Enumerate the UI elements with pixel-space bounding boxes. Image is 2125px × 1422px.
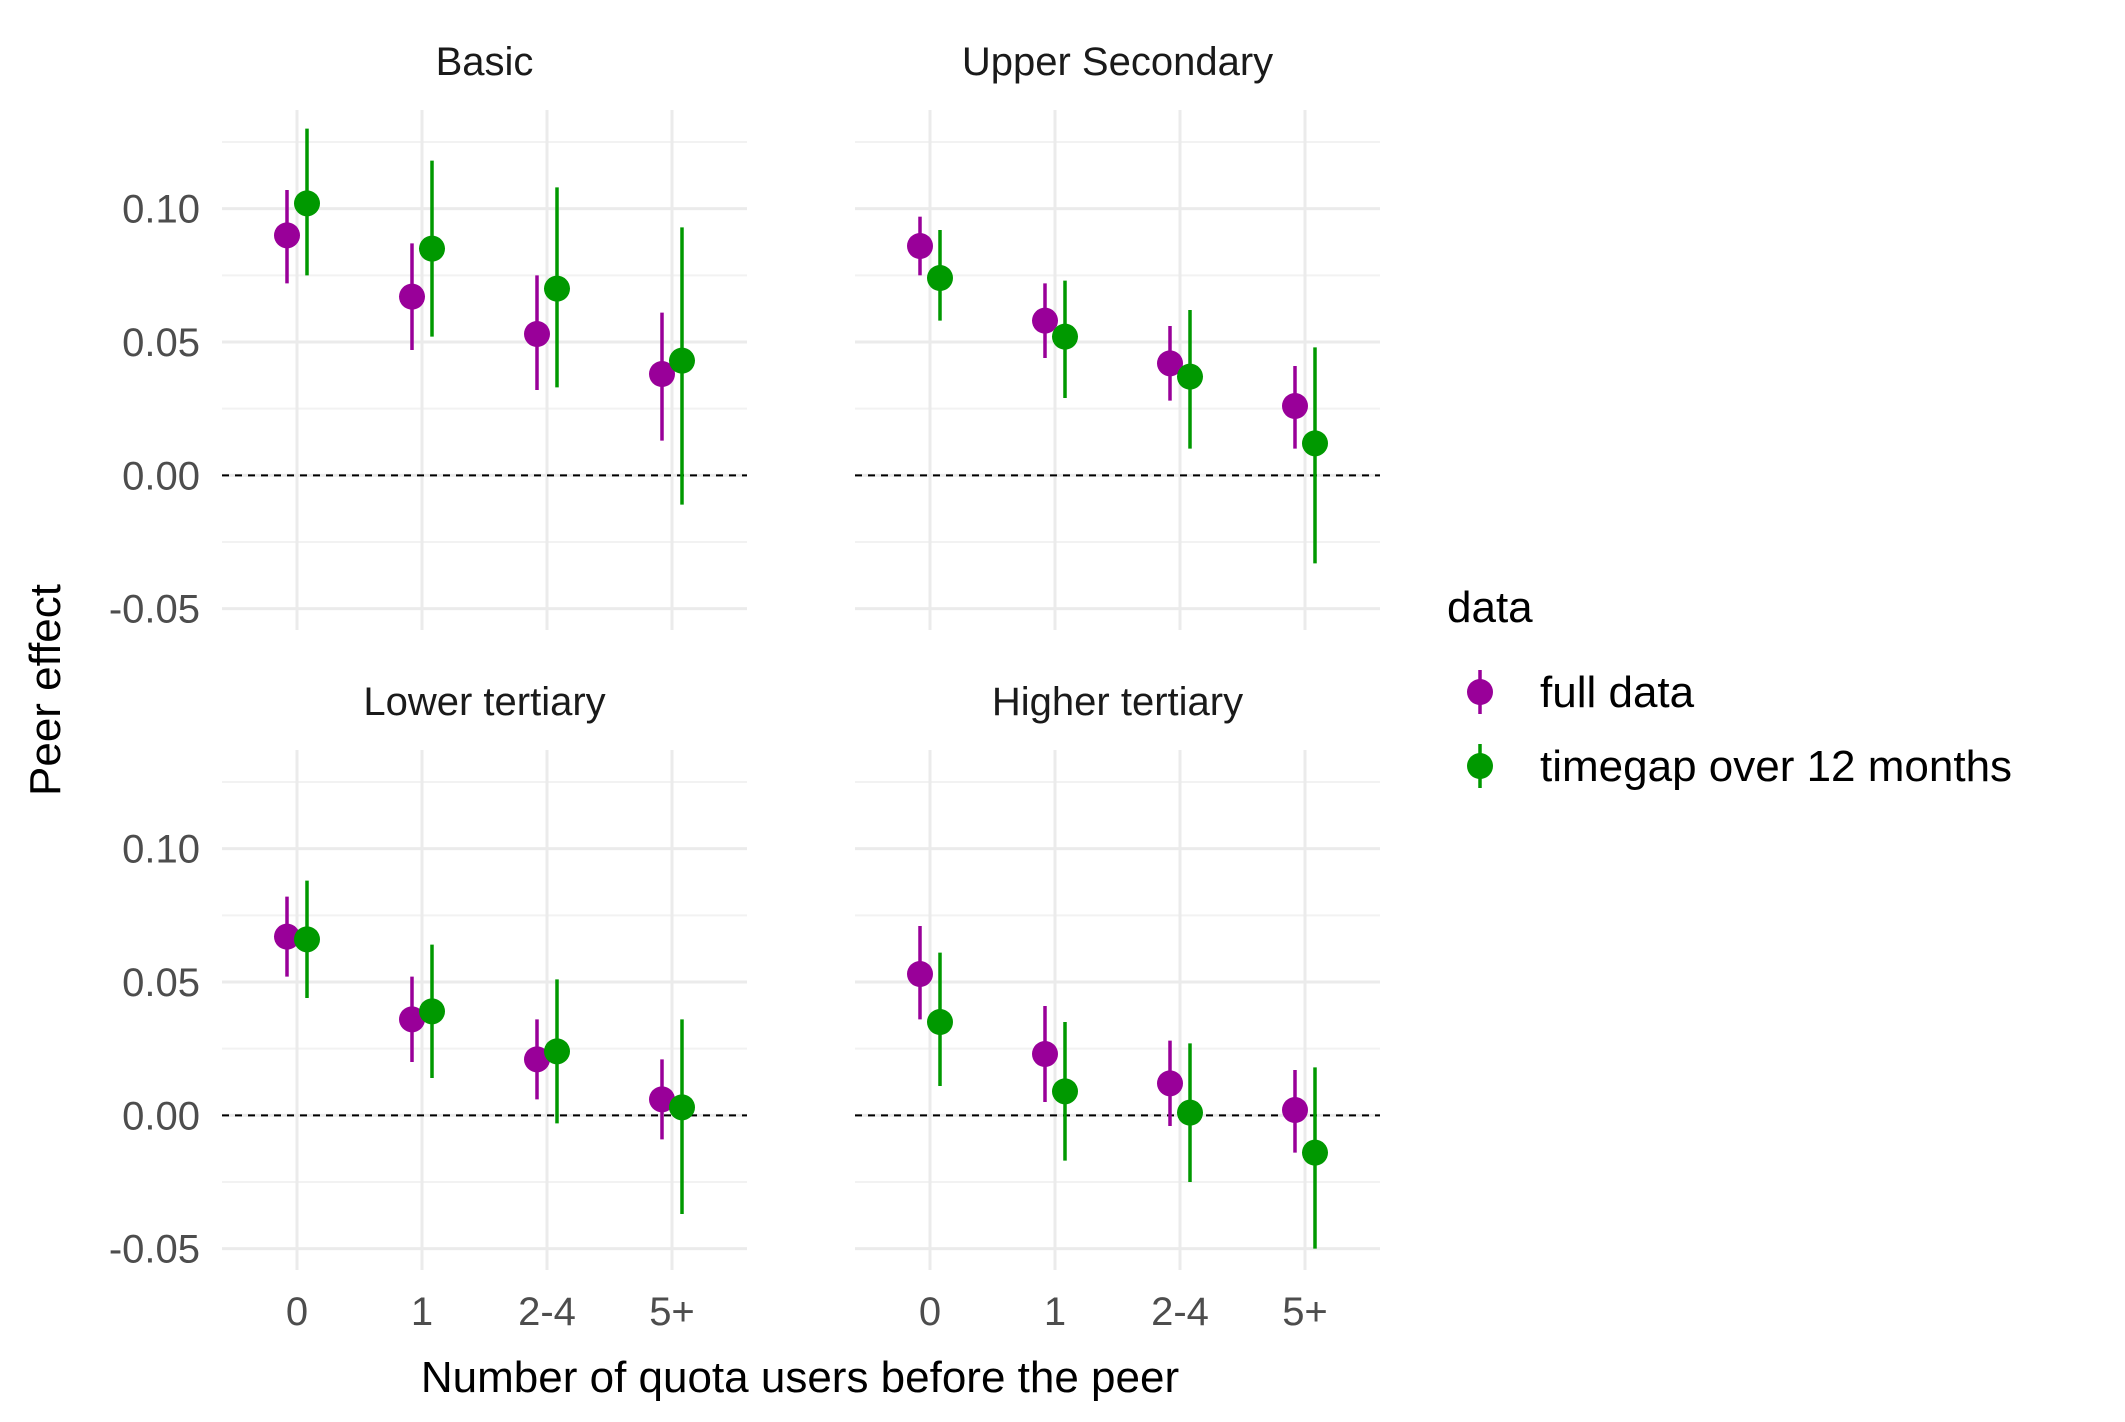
x-axis-title: Number of quota users before the peer — [421, 1353, 1179, 1402]
data-point — [274, 923, 300, 950]
data-point — [1177, 1099, 1203, 1126]
data-point — [1157, 350, 1183, 377]
x-tick-label: 5+ — [649, 1290, 695, 1334]
data-point — [419, 998, 445, 1025]
data-point — [1282, 393, 1308, 419]
data-point — [1177, 363, 1203, 390]
x-tick-label: 1 — [1044, 1290, 1066, 1334]
x-tick-label: 1 — [411, 1290, 433, 1334]
y-tick-label: -0.05 — [109, 1228, 200, 1272]
data-point — [649, 361, 675, 387]
data-point — [907, 233, 933, 259]
facet-title: Basic — [436, 40, 534, 84]
data-point — [399, 1006, 425, 1033]
data-point — [927, 265, 953, 291]
x-tick-label: 0 — [919, 1290, 941, 1334]
facet-panel: Upper Secondary — [855, 40, 1380, 630]
data-point — [1052, 1078, 1078, 1105]
x-tick-label: 5+ — [1282, 1290, 1328, 1334]
legend-key-point — [1467, 753, 1493, 779]
data-point — [524, 1046, 550, 1073]
data-point — [1032, 1041, 1058, 1067]
y-axis-title: Peer effect — [21, 584, 70, 796]
legend-label: timegap over 12 months — [1540, 742, 2012, 791]
data-point — [399, 283, 425, 310]
legend-key-point — [1467, 679, 1493, 705]
data-point — [1052, 323, 1078, 350]
data-point — [1032, 307, 1058, 334]
facet-title: Lower tertiary — [363, 680, 605, 724]
x-tick-label: 2-4 — [518, 1290, 576, 1334]
data-point — [1282, 1097, 1308, 1123]
data-point — [1302, 430, 1328, 457]
data-point — [1302, 1139, 1328, 1166]
x-tick-label: 2-4 — [1151, 1290, 1209, 1334]
data-point — [649, 1086, 675, 1113]
facet-title: Upper Secondary — [962, 40, 1273, 84]
facet-title: Higher tertiary — [992, 680, 1243, 724]
data-point — [294, 926, 320, 953]
data-point — [544, 1038, 570, 1065]
data-point — [524, 321, 550, 347]
x-tick-label: 0 — [286, 1290, 308, 1334]
facet-panel: Basic -0.05 0.00 0.05 0.10 — [109, 40, 747, 632]
y-tick-label: 0.05 — [122, 961, 200, 1005]
y-tick-label: 0.05 — [122, 321, 200, 365]
data-point — [544, 275, 570, 302]
y-tick-label: 0.10 — [122, 188, 200, 232]
data-point — [294, 190, 320, 217]
data-point — [669, 347, 695, 374]
legend-title: data — [1447, 583, 1533, 632]
y-tick-label: -0.05 — [109, 588, 200, 632]
data-point — [1157, 1070, 1183, 1097]
legend-label: full data — [1540, 668, 1695, 717]
facet-panel: Higher tertiary 0 1 2-4 5+ — [855, 680, 1380, 1334]
y-tick-label: 0.10 — [122, 828, 200, 872]
y-tick-label: 0.00 — [122, 454, 200, 498]
data-point — [419, 235, 445, 262]
data-point — [927, 1009, 953, 1035]
facet-panel: Lower tertiary -0.05 0.00 0.05 0.10 0 1 2-4 5+ — [109, 680, 747, 1334]
data-point — [274, 222, 300, 249]
y-tick-label: 0.00 — [122, 1094, 200, 1138]
data-point — [669, 1094, 695, 1121]
data-point — [907, 961, 933, 987]
